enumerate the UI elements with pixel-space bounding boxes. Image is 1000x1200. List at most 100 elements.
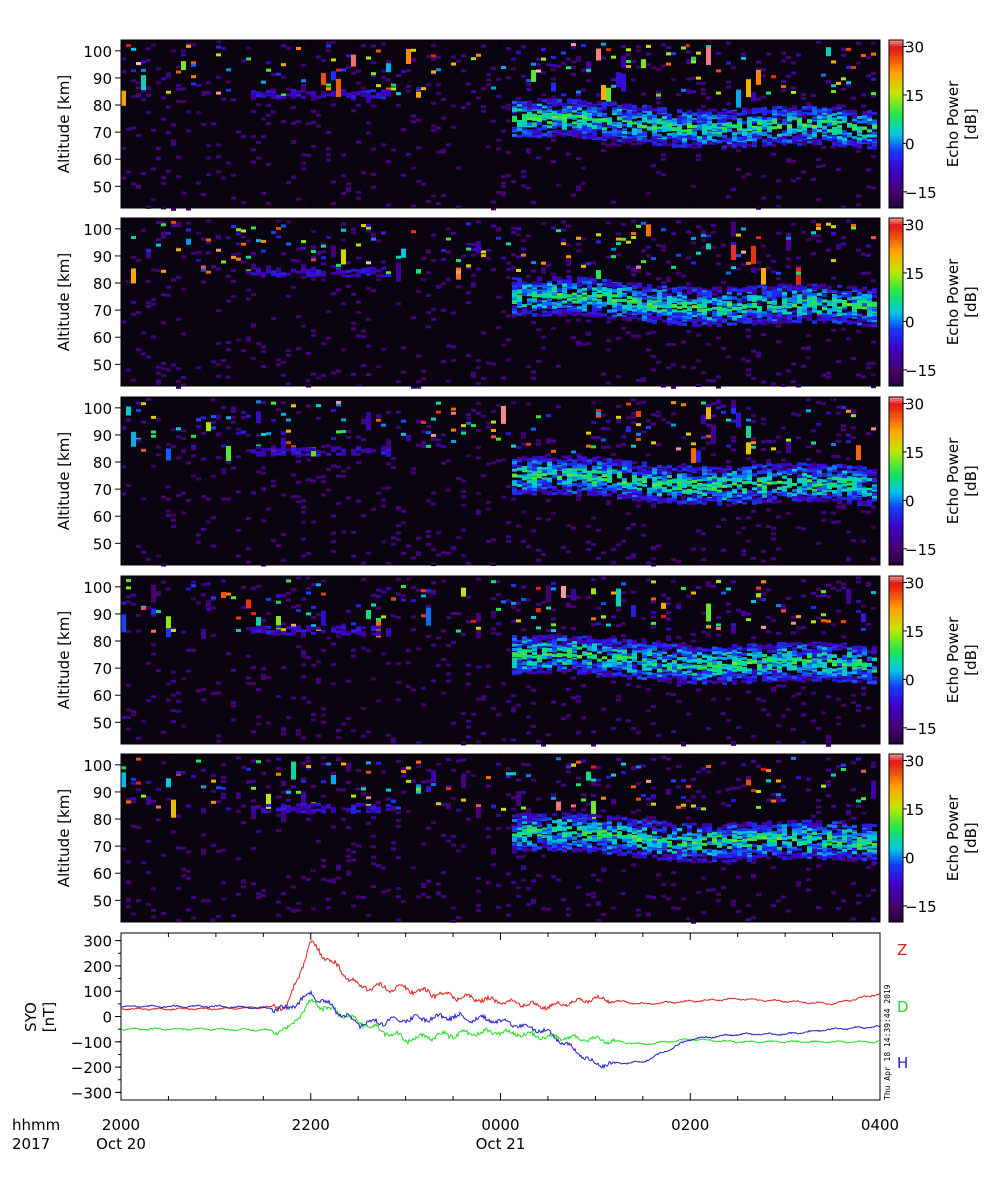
colorbar-tick-label: 30 [905, 752, 924, 770]
time-tick-label: 0200 [671, 1116, 709, 1134]
ytick-label: 60 [93, 687, 112, 705]
colorbar-tick-label: −15 [905, 541, 937, 559]
echo-panel-5: 50 60 70 80 90 100 Altitude [km] −15 0 15 30 Echo P… [55, 752, 980, 924]
colorbar-tick-label: 15 [905, 444, 924, 462]
ytick-label: 80 [93, 811, 112, 829]
time-tick-label: 0400 [861, 1116, 899, 1134]
ytick-label: 60 [93, 151, 112, 169]
colorbar-tick-label: −15 [905, 720, 937, 738]
panel-background [121, 218, 880, 386]
print-timestamp: Thu Apr 18 14:39:44 2019 [883, 984, 892, 1100]
colorbar-label: Echo Power [944, 616, 962, 703]
time-row1-label: hhmm [12, 1116, 60, 1134]
colorbar-label: Echo Power [944, 437, 962, 524]
mag-ytick-label: 100 [83, 983, 112, 1001]
echo-panel-2: 50 60 70 80 90 100 Altitude [km] −15 0 15 30 Echo P… [55, 216, 980, 389]
colorbar: −15 0 15 30 Echo Power [dB] [888, 752, 980, 923]
series-line-H [120, 989, 880, 1070]
colorbar-unit: [dB] [962, 108, 980, 140]
colorbar-tick-label: 15 [905, 801, 924, 819]
ytick-label: 100 [83, 757, 112, 775]
series-label-Z: Z [897, 941, 907, 959]
colorbar-tick-label: −15 [905, 898, 937, 916]
colorbar-tick-label: 30 [905, 574, 924, 592]
ytick-label: 90 [93, 70, 112, 88]
mag-ytick-label: 0 [102, 1009, 112, 1027]
echo-cells [121, 755, 877, 924]
mag-ytick-label: −200 [71, 1059, 112, 1077]
echo-cells [121, 397, 877, 567]
ytick-label: 60 [93, 508, 112, 526]
colorbar-tick-label: 0 [905, 135, 915, 153]
colorbar: −15 0 15 30 Echo Power [dB] [888, 395, 980, 566]
echo-panel-3: 50 60 70 80 90 100 Altitude [km] −15 0 15 30 Echo P… [55, 395, 980, 567]
echo-panel-4: 50 60 70 80 90 100 Altitude [km] −15 0 15 30 Echo P… [55, 574, 980, 747]
mag-ytick-label: −300 [71, 1084, 112, 1102]
colorbar-tick-label: 15 [905, 265, 924, 283]
colorbar-label: Echo Power [944, 794, 962, 881]
ylabel-altitude: Altitude [km] [55, 253, 73, 351]
colorbar-tick-label: 15 [905, 623, 924, 641]
time-tick-label: 2200 [292, 1116, 330, 1134]
ytick-label: 100 [83, 579, 112, 597]
mag-ylabel: SYO [22, 1002, 40, 1032]
colorbar-unit: [dB] [962, 465, 980, 497]
time-tick-date: Oct 21 [476, 1135, 526, 1153]
ytick-label: 90 [93, 248, 112, 266]
colorbar-tick-label: 0 [905, 671, 915, 689]
ytick-label: 60 [93, 329, 112, 347]
colorbar-label: Echo Power [944, 258, 962, 345]
ytick-label: 50 [93, 892, 112, 910]
ytick-label: 50 [93, 535, 112, 553]
mag-ytick-label: 200 [83, 958, 112, 976]
colorbar-tick-label: 0 [905, 849, 915, 867]
echo-panel-1: 50 60 70 80 90 100 Altitude [km] −15 0 15 30 Echo P… [55, 38, 980, 211]
ylabel-altitude: Altitude [km] [55, 75, 73, 173]
magnetometer-panel: 300 200 100 0 −100 −200 −300 SYO [nT] Z D H [22, 932, 909, 1102]
colorbar-tick-label: 0 [905, 313, 915, 331]
ytick-label: 70 [93, 660, 112, 678]
ytick-label: 100 [83, 400, 112, 418]
colorbar-unit: [dB] [962, 822, 980, 854]
echo-cells [121, 576, 877, 747]
ytick-label: 80 [93, 275, 112, 293]
mag-ytick-label: 300 [83, 933, 112, 951]
colorbar-label: Echo Power [944, 80, 962, 167]
ytick-label: 60 [93, 865, 112, 883]
colorbar: −15 0 15 30 Echo Power [dB] [888, 574, 980, 745]
time-row2-label: 2017 [12, 1135, 50, 1153]
mag-ytick-label: −100 [71, 1034, 112, 1052]
colorbar-tick-label: 30 [905, 216, 924, 234]
colorbar: −15 0 15 30 Echo Power [dB] [888, 38, 980, 209]
echo-power-panels: 50 60 70 80 90 100 Altitude [km] −15 0 15 30 Echo P… [55, 38, 980, 924]
ytick-label: 90 [93, 427, 112, 445]
colorbar-tick-label: 0 [905, 492, 915, 510]
ytick-label: 100 [83, 221, 112, 239]
mag-ylabel-unit: [nT] [40, 1002, 58, 1032]
panel-background [121, 397, 880, 565]
ytick-label: 90 [93, 784, 112, 802]
mag-frame [120, 932, 881, 1101]
ytick-label: 90 [93, 606, 112, 624]
ylabel-altitude: Altitude [km] [55, 611, 73, 709]
echo-cells [121, 219, 877, 389]
ytick-label: 70 [93, 838, 112, 856]
ytick-label: 70 [93, 302, 112, 320]
series-label-D: D [897, 998, 909, 1016]
colorbar-tick-label: 30 [905, 395, 924, 413]
ytick-label: 80 [93, 454, 112, 472]
colorbar-tick-label: −15 [905, 362, 937, 380]
panel-background [121, 40, 880, 208]
ytick-label: 50 [93, 178, 112, 196]
ytick-label: 70 [93, 481, 112, 499]
ylabel-altitude: Altitude [km] [55, 789, 73, 887]
colorbar-unit: [dB] [962, 644, 980, 676]
ytick-label: 70 [93, 124, 112, 142]
colorbar-tick-label: −15 [905, 184, 937, 202]
time-tick-label: 0000 [481, 1116, 519, 1134]
time-tick-label: 2000 [102, 1116, 140, 1134]
time-tick-date: Oct 20 [96, 1135, 146, 1153]
ytick-label: 80 [93, 633, 112, 651]
